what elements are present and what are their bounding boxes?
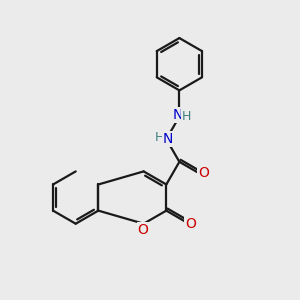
Text: O: O: [198, 167, 209, 180]
Text: O: O: [138, 223, 148, 237]
Text: O: O: [185, 217, 196, 231]
Text: N: N: [173, 108, 183, 122]
Text: H: H: [155, 131, 164, 144]
Text: H: H: [182, 110, 191, 123]
Text: N: N: [163, 132, 173, 145]
